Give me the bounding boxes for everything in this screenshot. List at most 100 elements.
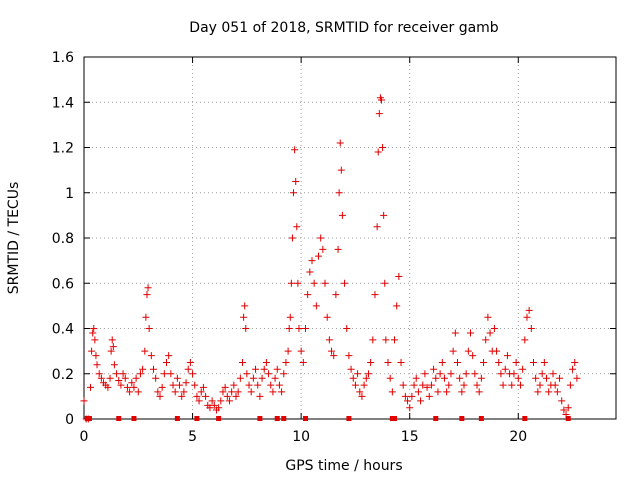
data-point [421,370,429,378]
zero-marker [459,416,465,421]
data-point [258,374,266,382]
data-point [278,388,286,396]
data-point [165,352,173,360]
data-point [401,392,409,400]
data-point [97,374,105,382]
data-point [225,397,233,405]
data-point [319,245,327,253]
data-point [351,381,359,389]
data-point [178,392,186,400]
data-point [128,379,136,387]
data-point [234,388,242,396]
data-point [380,211,388,219]
data-point [143,291,151,299]
data-point [486,329,494,337]
data-point [245,381,253,389]
data-point [475,388,483,396]
data-point [160,370,168,378]
zero-marker [565,416,571,421]
data-point [430,365,438,373]
data-point [360,381,368,389]
data-point [104,383,112,391]
data-point [434,388,442,396]
data-point [323,313,331,321]
data-point [560,406,568,414]
data-point [375,110,383,118]
data-point [336,139,344,147]
data-point [134,388,142,396]
data-point [571,358,579,366]
zero-marker [216,416,222,421]
data-point [445,381,453,389]
data-point [304,291,312,299]
data-point [285,325,293,332]
data-point [117,381,125,389]
data-point [110,361,118,369]
data-point [558,397,566,405]
data-point [158,383,166,391]
data-point [115,377,123,385]
data-point [564,404,572,412]
data-point [291,146,299,154]
data-point [145,325,153,332]
data-point [262,358,270,366]
data-point [449,347,457,355]
data-point [308,257,316,265]
data-point [532,374,540,382]
data-point [417,397,425,405]
data-point [379,144,387,151]
data-point [484,313,492,321]
data-point [358,392,366,400]
zero-marker [281,416,287,421]
data-point [306,268,314,276]
data-point [242,325,250,332]
data-point [186,358,194,366]
data-point [206,404,214,412]
data-point [317,234,325,242]
data-point [332,291,340,299]
data-point [167,370,175,378]
x-tick-label: 0 [80,429,89,445]
data-point [425,392,433,400]
zero-markers [84,416,571,421]
data-point [241,302,249,310]
y-tick-label: 1.2 [52,141,74,157]
data-point [436,370,444,378]
data-point [410,381,418,389]
data-point [330,352,338,360]
data-point [343,325,351,332]
data-point [119,370,127,378]
data-point [273,365,281,373]
data-point [90,325,98,332]
data-point [239,358,247,366]
data-point [495,358,503,366]
zero-marker [302,416,308,421]
data-point [527,325,535,332]
data-point [147,352,155,360]
data-point [364,370,372,378]
data-point [427,381,435,389]
data-point [404,397,412,405]
data-point [108,336,116,344]
data-point [374,148,382,156]
data-point [414,388,422,396]
data-point [295,325,303,332]
data-point [325,336,333,344]
data-point [293,223,301,231]
data-point [254,381,262,389]
data-point [195,397,203,405]
data-point [391,336,399,344]
zero-marker [257,416,263,421]
data-point [197,388,205,396]
data-point [221,383,229,391]
x-tick-labels: 0 5 10 15 20 [80,429,528,445]
zero-marker [392,416,398,421]
data-point [299,358,307,366]
data-point [141,347,149,355]
data-point [523,313,531,321]
y-tick-label: 1.6 [52,50,74,66]
data-point [345,352,353,360]
zero-marker [346,416,352,421]
data-point [282,358,290,366]
data-point [367,358,375,366]
